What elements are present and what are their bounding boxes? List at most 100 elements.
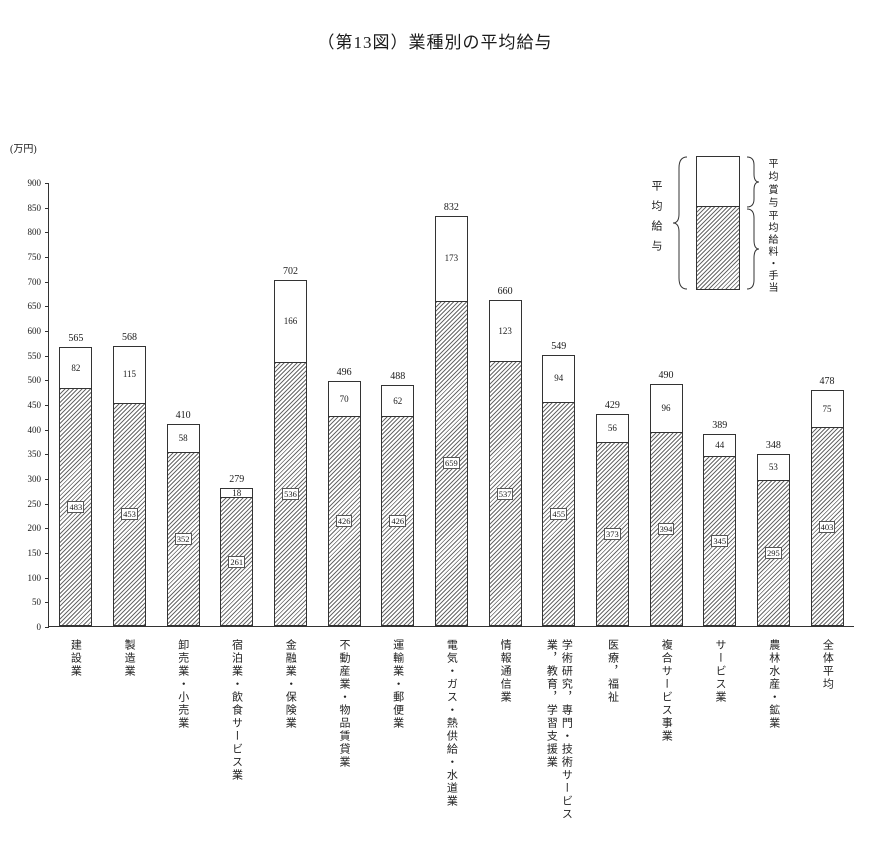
bar-7: 488 62 426 (381, 371, 415, 626)
y-tick-mark (45, 331, 49, 332)
legend: 平均給与 平均賞与 平均給料・手当 (600, 156, 840, 306)
bonus-value-label: 115 (122, 369, 137, 380)
salary-value-label: 426 (389, 514, 407, 527)
total-value-label: 565 (68, 333, 84, 345)
y-tick-mark (45, 306, 49, 308)
bonus-segment: 62 (382, 386, 414, 417)
bar-11: 429 56 373 (595, 400, 629, 626)
legend-total-label: 平均給与 (650, 180, 662, 260)
bonus-value-label: 62 (393, 395, 403, 406)
bonus-value-label: 53 (768, 462, 778, 473)
salary-value-label: 403 (818, 520, 836, 533)
bar-13: 389 44 345 (703, 420, 737, 626)
category-label: 建設業 (69, 639, 82, 678)
y-tick-label: 100 (27, 572, 42, 583)
category-label: 宿泊業・飲食サービス業 (230, 639, 243, 782)
bonus-segment: 173 (435, 216, 467, 302)
bar-slot: 478 75 403 (801, 376, 853, 626)
plot-area: 0 50 100 150 200 250 300 350 400 450 500 550 600 650 7… (28, 178, 854, 632)
category-label: 金融業・保険業 (284, 639, 297, 730)
category-label-slot: 製造業 (103, 639, 155, 678)
category-label-slot: 医療，福祉 (586, 639, 638, 704)
bar-slot: 490 96 394 (640, 370, 692, 626)
salary-segment: 373 (596, 443, 628, 625)
bar-4: 279 18 261 (220, 474, 254, 626)
category-label: 不動産業・物品賃貸業 (337, 639, 350, 769)
total-value-label: 279 (229, 474, 245, 486)
category-label: 卸売業・小売業 (176, 639, 189, 730)
y-tick-label: 800 (27, 227, 42, 238)
total-value-label: 568 (121, 331, 137, 343)
y-tick-label: 700 (27, 276, 42, 287)
salary-segment: 345 (704, 456, 736, 625)
bar-8: 832 173 659 (434, 202, 468, 626)
total-value-label: 478 (819, 376, 835, 388)
chart-title: （第13図）業種別の平均給与 (317, 33, 553, 52)
category-label-slot: 卸売業・小売業 (156, 639, 208, 730)
category-label-slot: サービス業 (693, 639, 745, 704)
salary-value-label: 483 (67, 500, 85, 513)
y-tick-mark (45, 281, 49, 283)
bar-slot: 565 82 483 (50, 333, 102, 626)
y-tick-mark (45, 602, 49, 604)
legend-salary-swatch (697, 207, 739, 289)
brace-left-icon (672, 156, 688, 290)
bar-slot: 348 53 295 (747, 440, 799, 626)
bonus-value-label: 70 (339, 393, 349, 404)
y-tick-mark (45, 207, 49, 209)
y-tick-mark (45, 355, 49, 357)
category-label-slot: 複合サービス事業 (640, 639, 692, 743)
bonus-segment: 166 (274, 280, 306, 363)
y-tick-label: 50 (32, 597, 41, 608)
bonus-segment: 96 (650, 385, 682, 433)
bar-15: 478 75 403 (810, 376, 844, 626)
brace-right-bottom-icon (746, 208, 760, 290)
salary-value-label: 536 (282, 487, 299, 500)
bar-slot: 488 62 426 (372, 371, 424, 626)
category-label: 電気・ガス・熱供給・水道業 (445, 639, 458, 808)
y-tick-label: 750 (27, 252, 42, 262)
y-tick-label: 200 (27, 523, 42, 534)
bonus-segment: 58 (167, 424, 199, 454)
total-value-label: 488 (390, 371, 406, 383)
category-label: 運輸業・郵便業 (391, 639, 404, 730)
bonus-value-label: 94 (554, 373, 564, 384)
bonus-value-label: 173 (444, 253, 459, 264)
category-label-slot: 全体平均 (801, 639, 853, 691)
bonus-value-label: 96 (661, 403, 671, 413)
bar-slot: 410 58 352 (157, 410, 209, 626)
salary-value-label: 373 (604, 528, 621, 540)
y-axis: 0 50 100 150 200 250 300 350 400 450 500 550 600 650 7… (28, 178, 854, 632)
category-label: 複合サービス事業 (660, 639, 673, 743)
y-tick-mark (45, 577, 49, 579)
legend-bonus-swatch (697, 157, 739, 207)
bar-slot: 429 56 373 (586, 400, 638, 626)
total-value-label: 348 (765, 440, 781, 452)
salary-segment: 394 (650, 432, 682, 625)
y-tick-mark (45, 380, 49, 382)
salary-value-label: 426 (335, 514, 353, 527)
y-tick-mark (45, 429, 49, 431)
y-tick-mark (45, 454, 49, 456)
y-tick-label: 550 (27, 350, 42, 361)
total-value-label: 702 (282, 265, 298, 277)
bar-10: 549 94 455 (542, 341, 576, 626)
y-tick-label: 900 (27, 178, 42, 188)
bonus-value-label: 56 (607, 423, 617, 434)
salary-segment: 261 (221, 498, 253, 625)
salary-value-label: 345 (711, 534, 729, 547)
category-label: 情報通信業 (499, 639, 512, 704)
bar-1: 565 82 483 (59, 333, 93, 626)
bonus-segment: 94 (543, 356, 575, 403)
salary-segment: 426 (328, 416, 360, 625)
category-label-slot: 電気・ガス・熱供給・水道業 (425, 639, 477, 808)
salary-value-label: 455 (550, 507, 568, 520)
bonus-segment: 18 (221, 488, 253, 499)
total-value-label: 832 (443, 201, 459, 213)
salary-segment: 352 (167, 453, 199, 625)
y-tick-mark (45, 183, 49, 184)
salary-value-label: 659 (443, 457, 460, 470)
bar-3: 410 58 352 (166, 410, 200, 626)
salary-segment: 537 (489, 362, 521, 625)
bar-slot: 660 123 537 (479, 286, 531, 626)
